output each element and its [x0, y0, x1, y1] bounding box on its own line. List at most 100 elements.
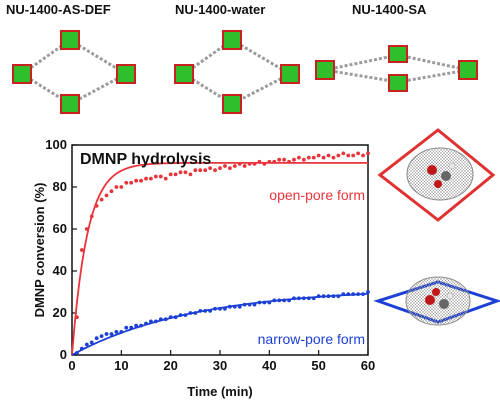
data-point-series-1	[287, 298, 291, 303]
data-point-series-0	[208, 166, 213, 171]
data-point-series-0	[89, 214, 94, 219]
data-point-series-0	[321, 155, 326, 160]
y-tick-label: 40	[53, 263, 67, 278]
data-point-series-0	[341, 151, 346, 156]
x-tick-label: 20	[163, 358, 177, 373]
data-point-series-1	[247, 302, 252, 307]
data-point-series-1	[282, 298, 287, 303]
data-point-series-0	[99, 197, 104, 202]
data-point-series-0	[173, 172, 178, 177]
data-point-series-1	[75, 351, 79, 355]
data-point-series-0	[267, 159, 272, 164]
y-tick-label: 60	[53, 221, 67, 236]
data-point-series-1	[336, 294, 341, 299]
data-point-series-1	[178, 313, 183, 317]
data-point-series-0	[144, 176, 148, 181]
data-point-series-0	[297, 155, 301, 160]
data-point-series-1	[361, 292, 365, 296]
data-point-series-0	[331, 155, 336, 160]
data-point-series-0	[149, 176, 153, 181]
data-point-series-1	[301, 296, 306, 301]
mof-node-icon	[12, 30, 136, 114]
data-point-series-0	[109, 189, 114, 194]
data-point-series-1	[134, 323, 139, 328]
data-point-series-0	[84, 227, 89, 231]
data-point-series-1	[119, 330, 124, 334]
data-point-series-0	[232, 164, 237, 168]
data-point-series-1	[203, 309, 208, 313]
structure-sa	[315, 45, 478, 92]
data-point-series-1	[158, 317, 163, 322]
x-tick-label: 50	[311, 358, 325, 373]
y-axis-label: DMNP conversion (%)	[32, 183, 47, 318]
x-tick-label: 10	[114, 358, 128, 373]
structure-water	[174, 30, 300, 114]
data-point-series-1	[153, 319, 158, 324]
data-point-series-1	[311, 296, 316, 301]
data-point-series-1	[163, 317, 168, 322]
data-point-series-1	[346, 292, 351, 296]
data-point-series-1	[356, 292, 361, 296]
data-point-series-1	[183, 313, 188, 317]
data-point-series-1	[223, 306, 227, 311]
structure-label-as-def: NU-1400-AS-DEF	[6, 2, 111, 17]
data-point-series-0	[178, 170, 183, 175]
data-point-series-1	[79, 346, 84, 351]
data-point-series-1	[193, 311, 198, 315]
data-point-series-0	[203, 168, 208, 173]
data-point-series-0	[94, 204, 99, 208]
data-point-series-0	[198, 168, 203, 173]
data-point-series-0	[242, 164, 247, 168]
data-point-series-0	[247, 162, 252, 166]
data-point-series-1	[84, 342, 89, 347]
data-point-series-0	[262, 162, 267, 166]
plot-frame	[71, 144, 369, 356]
data-point-series-1	[104, 332, 109, 336]
data-point-series-0	[114, 185, 119, 189]
data-point-series-1	[257, 300, 262, 305]
x-tick-label: 60	[361, 358, 375, 373]
data-point-series-0	[301, 157, 306, 162]
series-label-open-pore: open-pore form	[269, 187, 365, 203]
data-point-series-0	[183, 170, 188, 175]
x-tick-label: 0	[68, 358, 75, 373]
data-point-series-0	[218, 166, 222, 171]
data-point-series-1	[242, 302, 247, 307]
data-point-series-0	[326, 153, 331, 158]
y-tick-label: 20	[53, 305, 67, 320]
data-point-series-1	[129, 325, 134, 330]
x-axis-label: Time (min)	[187, 384, 253, 399]
y-tick-label: 100	[45, 137, 67, 152]
data-point-series-0	[119, 185, 124, 189]
data-point-series-1	[366, 290, 370, 294]
data-point-series-0	[188, 172, 193, 177]
data-point-series-0	[153, 174, 158, 179]
data-point-series-0	[213, 168, 217, 173]
data-point-series-1	[252, 302, 257, 307]
data-point-series-0	[282, 157, 287, 162]
narrow-pore-illustration	[373, 276, 500, 326]
data-point-series-1	[188, 311, 193, 315]
data-point-series-1	[297, 296, 301, 301]
data-point-series-1	[89, 340, 94, 345]
data-point-series-1	[267, 300, 272, 305]
data-point-series-0	[139, 178, 143, 183]
data-point-series-1	[144, 321, 148, 326]
data-point-series-0	[163, 176, 168, 181]
data-point-series-0	[366, 151, 370, 156]
data-point-series-0	[252, 162, 257, 166]
data-point-series-0	[237, 162, 242, 166]
open-pore-illustration	[377, 128, 496, 222]
data-point-series-0	[124, 180, 129, 185]
data-point-series-0	[158, 174, 163, 179]
data-point-series-0	[287, 159, 291, 164]
fit-line-series-0	[71, 161, 368, 356]
data-point-series-0	[356, 151, 361, 156]
x-tick-label: 30	[213, 358, 227, 373]
data-point-series-0	[79, 248, 84, 252]
mof-node-icon	[174, 30, 300, 114]
y-tick-label: 80	[53, 179, 67, 194]
series-label-narrow-pore: narrow-pore form	[258, 331, 365, 347]
structure-label-water: NU-1400-water	[175, 2, 266, 17]
